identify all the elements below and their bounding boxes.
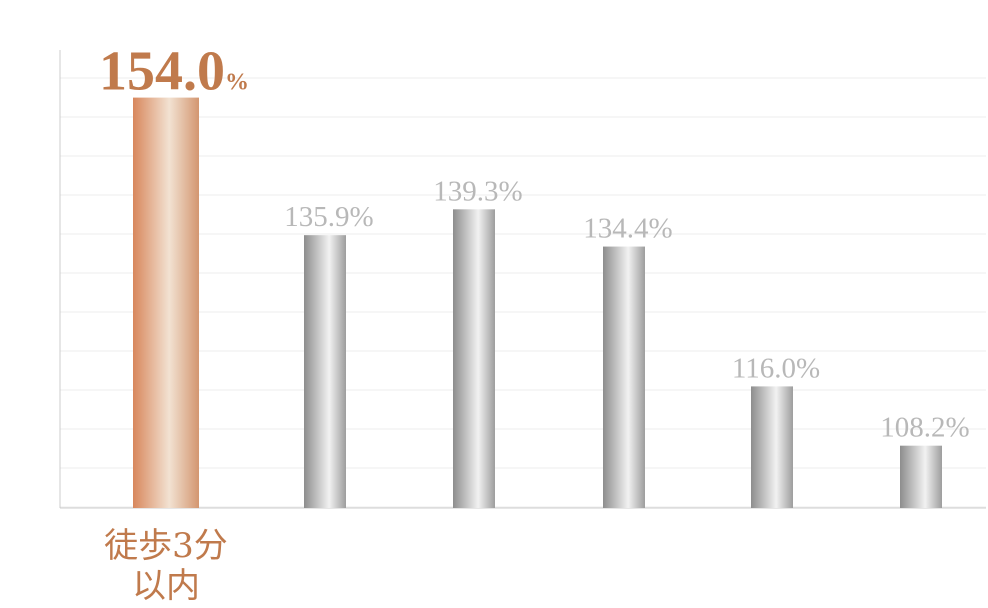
value-label-1: 135.9%: [284, 201, 373, 233]
bar-3: [603, 246, 645, 508]
category-label-walk-3min: 徒歩3分 以内: [66, 526, 266, 606]
bar-4: [751, 386, 793, 508]
bar-0: [133, 97, 199, 508]
bar-2: [453, 209, 495, 508]
grid-lines: [60, 77, 986, 508]
value-label-3: 134.4%: [583, 213, 672, 245]
bar-5: [900, 445, 942, 508]
bars: [133, 97, 942, 508]
value-label-2: 139.3%: [433, 175, 522, 207]
category-label-line-1: 徒歩3分: [104, 526, 228, 566]
value-label-highlight: 154.0%: [99, 41, 249, 103]
value-label-5: 108.2%: [880, 412, 969, 444]
value-labels: 154.0% 135.9% 139.3% 134.4% 116.0% 108.2%: [99, 41, 970, 444]
axes: [59, 50, 986, 509]
value-label-4: 116.0%: [732, 352, 820, 384]
category-label-line-2: 以内: [132, 566, 200, 606]
value-label-unit: %: [225, 70, 249, 96]
value-label-number: 154.0: [99, 41, 225, 103]
bar-1: [304, 235, 346, 508]
